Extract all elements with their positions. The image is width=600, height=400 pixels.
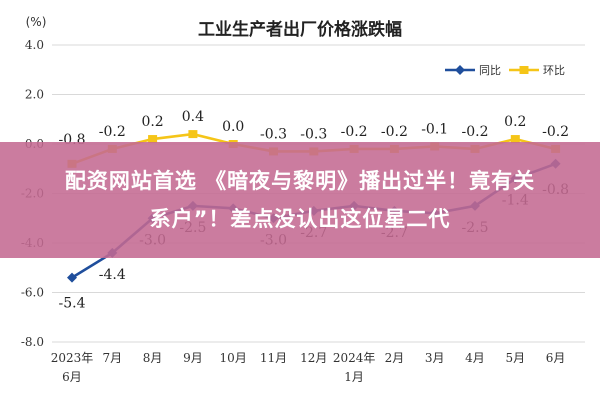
legend-label-mom: 环比 xyxy=(543,64,565,77)
x-tick-label: 3月 xyxy=(425,351,445,365)
x-tick-label: 2月 xyxy=(385,351,405,365)
y-tick-label: -8.0 xyxy=(21,335,44,349)
x-tick-label: 9月 xyxy=(183,351,203,365)
x-tick-label: 6月 xyxy=(62,370,82,384)
legend-marker-mom xyxy=(519,66,529,74)
overlay-line-1: 配资网站首选 《暗夜与黎明》播出过半！竟有关 xyxy=(64,169,536,193)
legend-marker-yoy xyxy=(455,65,465,75)
data-label: -5.4 xyxy=(59,296,86,312)
data-point-mom xyxy=(148,135,158,144)
y-tick-label: -6.0 xyxy=(21,286,44,300)
overlay-banner[interactable]: 配资网站首选 《暗夜与黎明》播出过半！竟有关 系户”！差点没认出这位星二代 xyxy=(0,142,600,258)
x-tick-label: 10月 xyxy=(220,351,247,365)
x-tick-label: 1月 xyxy=(344,370,364,384)
data-label: -0.2 xyxy=(99,124,126,140)
x-tick-label: 2024年 xyxy=(333,351,376,365)
x-axis-ticks: 2023年 6月 7月 8月 9月 10月 11月 12月 2024年 1月 2月 3月 4月 5月 6月 xyxy=(51,351,566,384)
x-tick-label: 4月 xyxy=(465,351,485,365)
y-tick-label: 2.0 xyxy=(25,88,44,102)
y-axis-unit-label: (%) xyxy=(26,15,47,29)
x-tick-label: 12月 xyxy=(300,351,327,365)
data-label: 0.2 xyxy=(504,114,526,130)
data-label: -0.2 xyxy=(381,124,408,140)
x-tick-label: 2023年 xyxy=(51,351,94,365)
data-point-yoy xyxy=(67,272,77,283)
data-label: -0.3 xyxy=(300,126,327,142)
x-tick-label: 7月 xyxy=(102,351,122,365)
chart-title: 工业生产者出厂价格涨跌幅 xyxy=(198,19,402,40)
data-label: -0.3 xyxy=(260,126,287,142)
data-label: -0.2 xyxy=(462,124,489,140)
x-tick-label: 11月 xyxy=(260,351,287,365)
x-tick-label: 8月 xyxy=(143,351,163,365)
overlay-line-2: 系户”！差点没认出这位星二代 xyxy=(149,207,451,231)
data-label: -0.2 xyxy=(341,124,368,140)
legend-label-yoy: 同比 xyxy=(479,64,501,77)
data-label: -0.2 xyxy=(542,124,569,140)
data-label: -4.4 xyxy=(99,267,126,283)
data-point-mom xyxy=(510,135,520,144)
legend: 同比 环比 xyxy=(445,64,565,77)
x-tick-label: 6月 xyxy=(546,351,566,365)
data-label: -0.1 xyxy=(421,121,448,137)
x-tick-label: 5月 xyxy=(505,351,525,365)
data-point-mom xyxy=(188,130,198,139)
data-label: 0.4 xyxy=(182,109,204,125)
y-tick-label: 4.0 xyxy=(25,38,44,52)
data-label: 0.2 xyxy=(141,114,163,130)
data-label: 0.0 xyxy=(222,119,244,135)
